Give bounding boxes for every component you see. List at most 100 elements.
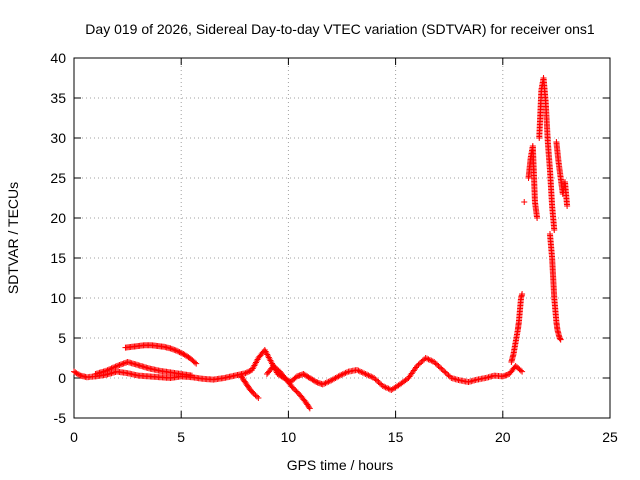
data-point: [109, 364, 116, 371]
data-point: [414, 363, 421, 369]
data-point: [372, 376, 379, 383]
data-point: [326, 378, 333, 385]
data-point: [424, 355, 431, 362]
data-point: [432, 360, 439, 367]
data-point: [368, 373, 375, 380]
data-point: [419, 357, 426, 364]
data-point: [361, 370, 368, 377]
y-tick-label: 5: [58, 330, 66, 346]
data-point: [243, 369, 250, 376]
data-point: [517, 367, 524, 374]
data-point: [242, 370, 249, 377]
data-point: [519, 291, 526, 297]
y-tick-label: 35: [50, 90, 66, 106]
data-point: [321, 380, 328, 387]
data-point: [305, 404, 312, 411]
x-tick-label: 5: [177, 429, 185, 445]
y-tick-label: -5: [54, 410, 67, 426]
data-point: [290, 385, 297, 392]
x-axis-title: GPS time / hours: [287, 457, 394, 473]
data-point: [325, 378, 332, 385]
data-point: [358, 369, 365, 375]
data-point: [445, 372, 452, 379]
data-point: [191, 359, 198, 366]
data-point: [438, 365, 445, 372]
data-point: [108, 365, 115, 372]
data-point: [105, 366, 112, 373]
data-point: [289, 384, 296, 391]
data-point: [428, 357, 435, 364]
data-point: [112, 363, 119, 370]
data-point: [311, 378, 318, 385]
y-tick-label: 40: [50, 50, 66, 66]
y-tick-label: 25: [50, 170, 66, 186]
data-point: [323, 379, 330, 386]
data-point: [175, 348, 182, 355]
data-point: [557, 336, 564, 343]
data-point: [252, 392, 259, 399]
y-tick-label: 10: [50, 290, 66, 306]
data-point: [442, 369, 449, 376]
data-point: [439, 367, 446, 373]
chart-title: Day 019 of 2026, Sidereal Day-to-day VTE…: [85, 21, 595, 37]
x-tick-label: 25: [602, 429, 618, 445]
data-point: [422, 355, 429, 361]
data-point: [245, 368, 252, 375]
data-point: [416, 360, 423, 367]
data-point: [534, 215, 541, 221]
data-point: [336, 372, 343, 379]
data-point: [434, 361, 441, 368]
data-point: [253, 393, 260, 400]
data-point: [255, 395, 262, 401]
data-point: [176, 349, 183, 356]
data-point: [339, 371, 346, 378]
data-point: [379, 383, 386, 389]
data-point: [188, 372, 195, 379]
data-point: [371, 375, 378, 381]
data-point: [519, 368, 526, 375]
data-point: [362, 371, 369, 377]
grid: [74, 58, 610, 418]
data-point: [104, 367, 111, 374]
plot-frame: [73, 57, 611, 419]
data-point: [426, 357, 433, 363]
data-point: [355, 367, 362, 374]
data-point: [342, 369, 349, 376]
data-point: [366, 373, 373, 379]
data-point: [375, 379, 382, 385]
data-point: [107, 366, 114, 372]
data-point: [441, 368, 448, 375]
data-point: [338, 371, 345, 378]
data-point: [551, 227, 558, 233]
data-point: [359, 369, 366, 376]
data-point: [292, 387, 299, 394]
data-point: [557, 335, 564, 342]
data-point: [381, 383, 388, 390]
data-point: [374, 377, 381, 384]
data-point: [521, 199, 528, 205]
data-point: [193, 360, 200, 367]
x-tick-label: 10: [281, 429, 297, 445]
data-point: [341, 370, 348, 377]
data-point: [177, 349, 184, 356]
data-point: [111, 364, 118, 371]
data-point: [356, 368, 363, 375]
y-axis-title: SDTVAR / TECUs: [5, 182, 21, 294]
data-point: [564, 203, 571, 209]
data-point: [404, 376, 411, 383]
data-point: [76, 371, 83, 378]
y-tick-label: 15: [50, 250, 66, 266]
data-point: [335, 373, 342, 380]
data-points: [71, 75, 571, 412]
data-point: [319, 381, 326, 388]
x-tick-label: 0: [70, 429, 78, 445]
data-point: [250, 389, 257, 396]
data-point: [306, 405, 313, 412]
data-point: [382, 384, 389, 391]
data-point: [376, 380, 383, 387]
data-point: [435, 363, 442, 369]
y-tick-label: 20: [50, 210, 66, 226]
data-point: [293, 388, 300, 395]
data-point: [246, 368, 253, 375]
